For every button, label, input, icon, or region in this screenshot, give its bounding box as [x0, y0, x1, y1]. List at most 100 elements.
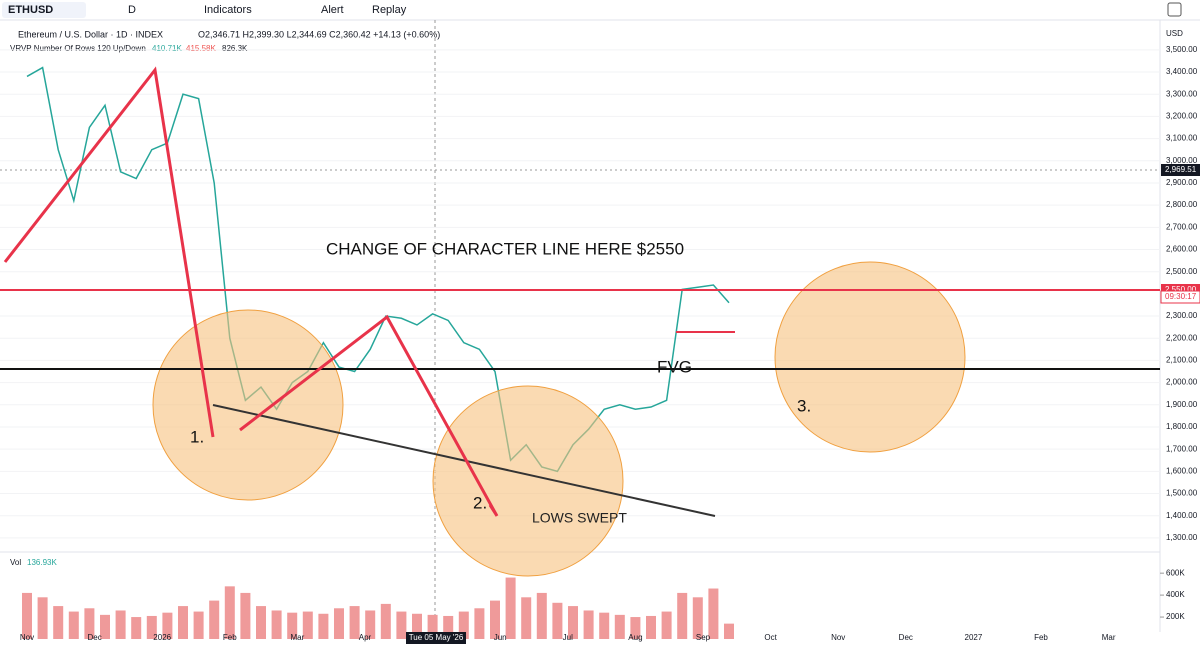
x-tick-label: Jun	[494, 633, 507, 642]
x-tick-label: Apr	[359, 633, 372, 642]
y-tick-label: 2,300.00	[1166, 311, 1198, 320]
y-tick-label: 1,900.00	[1166, 400, 1198, 409]
x-tick-label: Nov	[20, 633, 34, 642]
volume-bar	[412, 613, 422, 639]
axes: 3,500.00 3,400.00 3,300.00 3,200.00 3,100.00…	[20, 45, 1198, 642]
symbol-box[interactable]	[2, 2, 86, 18]
legend-title: Ethereum / U.S. Dollar · 1D · INDEX	[18, 29, 163, 39]
volume-bar	[583, 610, 594, 639]
y-tick-label: 200K	[1166, 612, 1185, 621]
y-tick-label: 3,000.00	[1166, 156, 1198, 165]
volume-bar	[193, 611, 204, 639]
y-tick-label: 3,100.00	[1166, 134, 1198, 143]
y-tick-label: 2,700.00	[1166, 222, 1198, 231]
y-tick-label: 3,300.00	[1166, 89, 1198, 98]
volume-bar	[380, 603, 391, 639]
legend-ohlc: O2,346.71 H2,399.30 L2,344.69 C2,360.42 …	[198, 29, 440, 39]
x-tick-label: Mar	[1102, 633, 1116, 642]
fvg-label: FVG	[657, 357, 692, 376]
volume-bar	[240, 592, 251, 639]
volume-bar	[334, 608, 344, 639]
volume-bar	[396, 611, 407, 639]
x-tick-label: Dec	[87, 633, 101, 642]
volume-bar	[178, 606, 188, 639]
volume-bar	[100, 614, 110, 639]
currency: USD	[1166, 29, 1183, 38]
x-tick-label: 2026	[153, 633, 171, 642]
x-tick-label: Mar	[291, 633, 305, 642]
vrvp-up: 410.71K	[152, 44, 182, 53]
zigzag	[3, 66, 215, 438]
zigzag	[239, 314, 499, 517]
symbol[interactable]: ETHUSD	[8, 4, 53, 16]
y-tick-label: 2,900.00	[1166, 178, 1198, 187]
volume-bar	[614, 614, 625, 639]
volume-bar	[53, 606, 64, 639]
alert-button[interactable]: Alert	[321, 4, 344, 16]
y-tick-label: 3,400.00	[1166, 67, 1198, 76]
zone-circle	[432, 385, 624, 577]
x-tick-label: Feb	[1034, 633, 1048, 642]
x-tick-label: Sep	[696, 633, 711, 642]
volume-bar	[599, 612, 610, 639]
x-tick-label: Nov	[831, 633, 845, 642]
y-tick-label: 2,800.00	[1166, 200, 1198, 209]
countdown-tag	[1160, 290, 1200, 304]
volume-bar	[646, 615, 656, 639]
label-three: 3.	[797, 396, 811, 415]
volume-bar	[708, 588, 719, 639]
zone-circle	[152, 309, 344, 501]
volume-bar	[318, 613, 329, 639]
y-tick-label: 3,500.00	[1166, 45, 1198, 54]
volume-bar	[490, 600, 500, 639]
x-tick-label: Jul	[563, 633, 573, 642]
volume-bar	[256, 606, 266, 639]
volume-bar	[224, 586, 235, 639]
crosshair-date: Tue 05 May '26	[409, 633, 464, 642]
y-tick-label: 2,200.00	[1166, 333, 1198, 342]
interval[interactable]: D	[128, 4, 136, 16]
replay-button[interactable]: Replay	[372, 4, 407, 16]
x-tick-label: 2027	[965, 633, 983, 642]
countdown-label: 09:30:17	[1165, 292, 1197, 301]
volume-bar	[131, 617, 142, 639]
volume-bar	[443, 615, 454, 639]
volume-bar	[552, 602, 563, 639]
volume-bar	[458, 611, 469, 639]
volume-bar	[724, 623, 734, 639]
volume-bar	[677, 592, 688, 639]
vol-value: 136.93K	[27, 558, 57, 567]
x-tick-label: Aug	[628, 633, 642, 642]
x-tick-label: Dec	[899, 633, 913, 642]
volume-bar	[302, 611, 313, 639]
vrvp-total: 826.3K	[222, 44, 248, 53]
volume-bar	[568, 606, 578, 639]
volume-bar	[349, 606, 360, 639]
volume-bar	[84, 608, 95, 639]
fullscreen-icon[interactable]	[1167, 2, 1182, 17]
y-tick-label: 1,500.00	[1166, 489, 1198, 498]
volume-bar	[427, 614, 438, 639]
y-tick-label: 400K	[1166, 590, 1185, 599]
volume-bar	[630, 617, 641, 639]
volume-bar	[22, 592, 32, 639]
volume-bar	[692, 597, 703, 639]
y-tick-label: 1,700.00	[1166, 444, 1198, 453]
volume-bar	[661, 611, 672, 639]
price-tag	[1161, 164, 1200, 176]
annotations	[0, 66, 1160, 577]
y-tick-label: 1,300.00	[1166, 533, 1198, 542]
volume-bar	[146, 615, 157, 639]
indicators-button[interactable]: Indicators	[204, 4, 252, 16]
y-tick-label: 2,000.00	[1166, 378, 1198, 387]
choch-label: CHANGE OF CHARACTER LINE HERE $2550	[326, 239, 684, 258]
price-line	[26, 66, 730, 473]
x-tick-label: Oct	[764, 633, 777, 642]
label-two: 2.	[473, 493, 487, 512]
x-tick-label: Feb	[223, 633, 237, 642]
y-tick-label: 1,800.00	[1166, 422, 1198, 431]
y-tick-label: 600K	[1166, 568, 1185, 577]
volume-bar	[209, 600, 220, 639]
y-tick-label: 1,400.00	[1166, 511, 1198, 520]
volume-bar	[521, 597, 532, 639]
